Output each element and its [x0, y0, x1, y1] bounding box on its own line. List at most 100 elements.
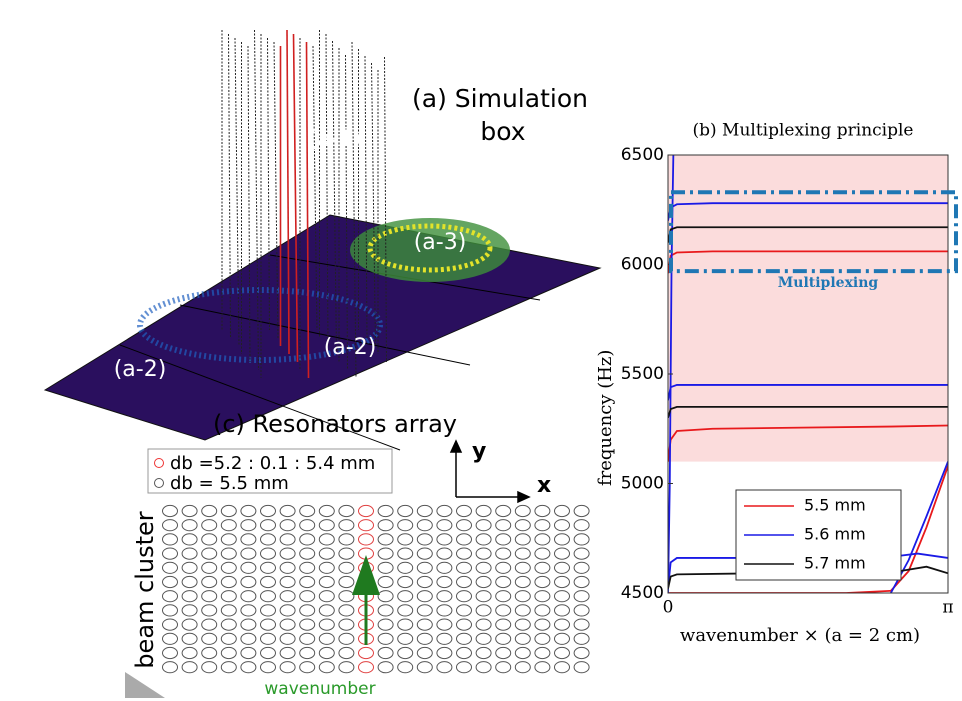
- resonator: [437, 576, 452, 587]
- resonator: [339, 576, 354, 587]
- resonator: [319, 520, 334, 531]
- resonator: [457, 633, 472, 644]
- resonator: [202, 647, 217, 658]
- resonator: [574, 505, 589, 516]
- resonator: [221, 576, 236, 587]
- resonator: [574, 591, 589, 602]
- resonator: [241, 548, 256, 559]
- resonator: [300, 534, 315, 545]
- axis-name: y: [472, 439, 486, 464]
- resonator: [476, 534, 491, 545]
- resonator: [535, 562, 550, 573]
- wedge: [125, 672, 165, 698]
- resonator: [163, 562, 178, 573]
- resonator: [574, 647, 589, 658]
- resonator: [221, 619, 236, 630]
- resonator: [319, 647, 334, 658]
- resonator: [515, 633, 530, 644]
- resonator: [339, 662, 354, 673]
- resonator: [261, 548, 276, 559]
- resonator: [417, 562, 432, 573]
- resonator: [555, 505, 570, 516]
- resonator: [378, 647, 393, 658]
- resonator: [202, 576, 217, 587]
- y-axis-label: frequency (Hz): [595, 350, 616, 486]
- resonator: [515, 562, 530, 573]
- resonator: [300, 662, 315, 673]
- resonator: [221, 548, 236, 559]
- resonator: [221, 633, 236, 644]
- resonator: [339, 605, 354, 616]
- resonator: [163, 647, 178, 658]
- resonator: [280, 576, 295, 587]
- resonator: [319, 605, 334, 616]
- resonator: [417, 605, 432, 616]
- resonator: [378, 520, 393, 531]
- resonator: [437, 520, 452, 531]
- resonator: [555, 520, 570, 531]
- resonator: [476, 647, 491, 658]
- resonator: [496, 633, 511, 644]
- resonator: [496, 647, 511, 658]
- resonator: [280, 662, 295, 673]
- resonator: [300, 548, 315, 559]
- arrow-label: wavenumber: [264, 679, 375, 699]
- resonator: [437, 548, 452, 559]
- resonator: [555, 619, 570, 630]
- resonator: [535, 647, 550, 658]
- resonator: [378, 505, 393, 516]
- resonator: [437, 605, 452, 616]
- resonator: [437, 619, 452, 630]
- resonator: [163, 534, 178, 545]
- resonator: [163, 548, 178, 559]
- resonator: [417, 548, 432, 559]
- legend-label: 5.7 mm: [804, 554, 866, 573]
- resonator: [398, 633, 413, 644]
- resonator: [319, 562, 334, 573]
- resonator: [182, 605, 197, 616]
- panel-title: box: [480, 117, 525, 146]
- panel-title: (c) Resonators array: [213, 410, 457, 438]
- resonator: [417, 505, 432, 516]
- resonator: [241, 576, 256, 587]
- resonator: [300, 520, 315, 531]
- resonator: [202, 505, 217, 516]
- resonator: [182, 505, 197, 516]
- resonator: [476, 591, 491, 602]
- resonator: [457, 562, 472, 573]
- resonator: [378, 605, 393, 616]
- resonator: [221, 662, 236, 673]
- resonator: [535, 548, 550, 559]
- resonator: [202, 591, 217, 602]
- resonator: [515, 662, 530, 673]
- resonator: [280, 591, 295, 602]
- resonator: [555, 605, 570, 616]
- resonator: [241, 619, 256, 630]
- resonator: [398, 647, 413, 658]
- resonator: [515, 505, 530, 516]
- wave-arrowhead: [352, 555, 380, 595]
- resonator: [261, 619, 276, 630]
- resonator: [574, 662, 589, 673]
- resonator: [182, 520, 197, 531]
- resonator: [437, 534, 452, 545]
- resonator: [163, 520, 178, 531]
- resonator: [359, 662, 374, 673]
- resonator: [457, 605, 472, 616]
- resonator: [574, 562, 589, 573]
- plate: [45, 215, 600, 440]
- resonator: [378, 619, 393, 630]
- resonator: [476, 562, 491, 573]
- side-label: beam cluster: [131, 511, 159, 668]
- resonator: [378, 591, 393, 602]
- resonator: [535, 576, 550, 587]
- resonator: [515, 576, 530, 587]
- resonator: [339, 520, 354, 531]
- resonator: [359, 534, 374, 545]
- x-tick-label: 0: [663, 598, 674, 618]
- resonator: [163, 662, 178, 673]
- region-label: (a-3): [414, 230, 467, 255]
- resonator: [535, 534, 550, 545]
- y-tick-label: 6000: [621, 255, 664, 275]
- resonator: [261, 633, 276, 644]
